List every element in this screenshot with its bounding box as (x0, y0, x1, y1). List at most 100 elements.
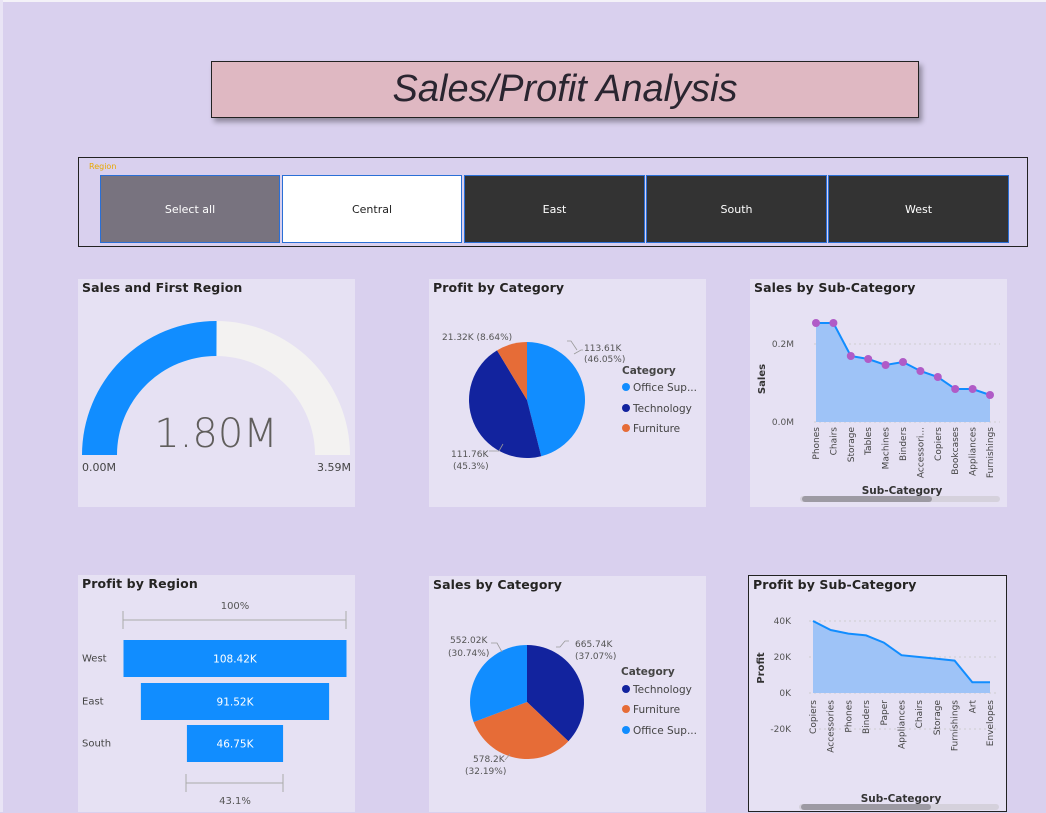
data-point[interactable] (916, 367, 925, 375)
legend-marker (622, 424, 630, 432)
data-point[interactable] (951, 385, 960, 393)
slicer-label: Region (89, 162, 117, 171)
profit-area-plot (812, 620, 990, 693)
area-fill (816, 323, 990, 422)
legend-marker (622, 685, 630, 693)
slicer-select-all-button[interactable]: Select all (100, 175, 280, 243)
pie-slice[interactable] (473, 702, 569, 759)
funnel-value-label: 108.42K (213, 654, 258, 666)
slicer-south-button[interactable]: South (646, 175, 827, 243)
legend-marker (622, 404, 630, 412)
legend-marker (622, 705, 630, 713)
profit-area-svg: 40K 20K 0K -20K Profit Copiers Accessorie… (756, 617, 999, 810)
leader-line (504, 753, 511, 761)
pie-slice[interactable] (469, 350, 542, 458)
slicer-central-button[interactable]: Central (282, 175, 462, 243)
gauge-fill (82, 321, 217, 455)
funnel-top-label: 100% (221, 601, 250, 612)
pie1-legend-office: Office Sup... (633, 382, 697, 394)
profit-by-region-title: Profit by Region (82, 576, 198, 591)
gauge-card[interactable]: Sales and First Region 1.80M 0.00M 3.59M (78, 279, 355, 507)
profit-by-category-card[interactable]: Profit by Category 21.32K (8.64%) 113.61… (429, 279, 706, 507)
x-tick-label: Appliances (969, 427, 979, 476)
funnel-bar[interactable] (140, 683, 330, 720)
profit-pie-svg: 21.32K (8.64%) 113.61K (46.05%) 111.76K … (442, 333, 697, 472)
sales-by-subcategory-title: Sales by Sub-Category (754, 280, 916, 295)
x-tick-label: Accessori... (916, 427, 926, 478)
pie1-legend-furniture: Furniture (633, 423, 680, 435)
gauge-value: 1.80M (154, 411, 278, 457)
x-tick-label: Accessories (827, 700, 837, 753)
x-tick-label: Storage (933, 700, 943, 736)
data-point[interactable] (864, 355, 873, 363)
gauge-svg: 1.80M 0.00M 3.59M (82, 321, 351, 474)
x-tick-label: Bookcases (951, 427, 961, 475)
pie2-label-office-2: (30.74%) (448, 649, 489, 659)
sales-ytick: 0.0M (772, 418, 794, 428)
x-tick-label: Chairs (915, 700, 925, 729)
profit-by-subcategory-card[interactable]: Profit by Sub-Category 40K 20K 0K -20K P… (748, 575, 1007, 812)
pie1-label-office-1: 113.61K (584, 344, 622, 354)
profit-by-region-card[interactable]: Profit by Region 100% 108.42K West 91.52K E… (78, 575, 355, 812)
data-point[interactable] (829, 319, 838, 327)
data-point[interactable] (881, 361, 890, 369)
profit-pie (469, 342, 585, 458)
pie2-label-furniture-1: 578.2K (473, 755, 506, 765)
funnel-bar[interactable] (186, 725, 284, 762)
profit-ytick: -20K (770, 725, 792, 735)
scrollbar-thumb[interactable] (801, 804, 931, 810)
left-border (0, 0, 3, 812)
top-border (0, 0, 1046, 2)
x-tick-label: Furnishings (986, 427, 996, 478)
x-tick-label: Copiers (809, 700, 819, 734)
pie2-label-furniture-2: (32.19%) (465, 767, 506, 777)
profit-by-category-title: Profit by Category (433, 280, 565, 295)
x-tick-label: Phones (844, 700, 854, 733)
leader-line (567, 340, 578, 351)
data-point[interactable] (933, 373, 942, 381)
x-tick-label: Furnishings (951, 700, 961, 751)
profit-xlabel: Sub-Category (861, 793, 942, 805)
data-point[interactable] (812, 319, 820, 327)
data-point[interactable] (846, 352, 855, 360)
profit-ytick: 20K (774, 653, 792, 663)
x-tick-label: Art (968, 700, 978, 714)
x-tick-label: Phones (812, 427, 822, 460)
data-point[interactable] (986, 391, 994, 399)
sales-ylabel: Sales (757, 364, 768, 394)
funnel-region-label: East (82, 697, 104, 708)
series-line (812, 620, 990, 684)
gauge-max-label: 3.59M (317, 461, 351, 474)
gauge-title: Sales and First Region (82, 280, 243, 295)
pie1-label-office-2: (46.05%) (584, 355, 625, 365)
leader-line (491, 642, 503, 653)
slicer-west-button[interactable]: West (828, 175, 1009, 243)
sales-area-plot (812, 319, 994, 422)
pie1-label-furniture: 21.32K (8.64%) (442, 333, 512, 343)
sales-by-category-card[interactable]: Sales by Category 665.74K (37.07%) 552.0… (429, 576, 706, 812)
sales-by-subcategory-card[interactable]: Sales by Sub-Category 0.2M 0.0M Sales Ph… (750, 279, 1007, 507)
pie-slice[interactable] (527, 645, 584, 742)
scrollbar-thumb[interactable] (802, 496, 932, 502)
region-slicer: Region Select all Central East South Wes… (78, 157, 1028, 247)
pie-slice[interactable] (470, 645, 527, 723)
slicer-east-button[interactable]: East (464, 175, 645, 243)
pie1-legend-title: Category (622, 365, 676, 377)
x-tick-label: Appliances (898, 700, 908, 749)
funnel-region-label: West (82, 654, 107, 665)
data-point[interactable] (968, 385, 977, 393)
funnel-bottom-label: 43.1% (219, 796, 251, 807)
pie-slice[interactable] (527, 342, 585, 457)
funnel-value-label: 46.75K (217, 739, 255, 751)
pie1-label-tech-1: 111.76K (451, 450, 489, 460)
report-title: Sales/Profit Analysis (211, 61, 919, 118)
x-tick-label: Tables (864, 427, 874, 456)
area-fill (813, 621, 990, 693)
funnel-bar[interactable] (123, 640, 347, 677)
pie-slice[interactable] (497, 342, 527, 400)
leader-line (489, 443, 504, 452)
leader-line (556, 640, 569, 648)
funnel-value-label: 91.52K (217, 697, 255, 709)
pie2-legend-title: Category (621, 666, 675, 678)
data-point[interactable] (899, 358, 907, 366)
